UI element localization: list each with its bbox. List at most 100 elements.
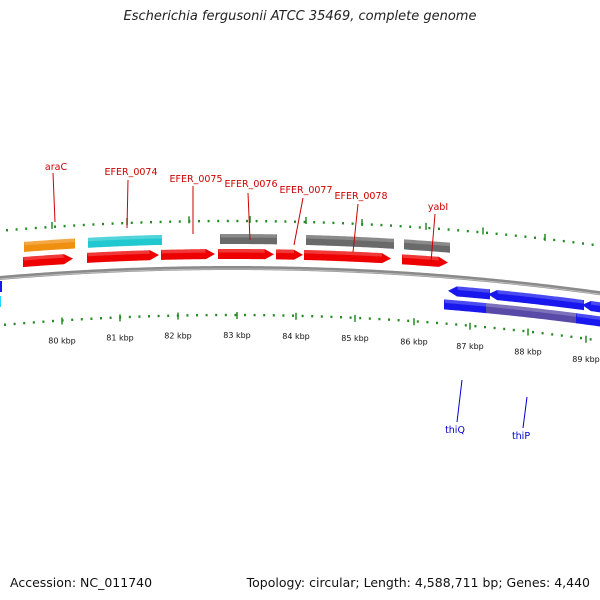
- kbp-label: 84 kbp: [282, 332, 310, 341]
- kbp-label: 88 kbp: [514, 348, 542, 357]
- gene-araC: [24, 238, 75, 252]
- gene-reverse-3: [576, 313, 600, 327]
- outer-tick-dot: [92, 223, 95, 226]
- outer-tick-dot: [438, 227, 440, 230]
- outer-tick-dot: [236, 219, 239, 223]
- outer-tick-dot: [332, 221, 335, 225]
- inner-tick-dot: [330, 315, 333, 319]
- inner-tick-dot: [90, 317, 93, 320]
- inner-tick-dot: [436, 321, 438, 325]
- inner-tick-dot: [349, 316, 352, 319]
- cds-EFER_0078: [304, 249, 391, 264]
- outer-tick-dot: [466, 229, 469, 233]
- inner-tick-dot: [503, 327, 506, 331]
- cds-EFER_0077: [276, 249, 303, 260]
- outer-tick-dot: [130, 221, 133, 225]
- inner-tick-dot: [157, 314, 160, 318]
- outer-tick-dot: [390, 224, 392, 227]
- inner-tick-dot: [407, 319, 410, 323]
- gene-leader-line: [293, 197, 304, 246]
- inner-tick-dot: [100, 317, 102, 320]
- gene-yabI: [404, 239, 450, 253]
- gene-thiQ: [444, 299, 487, 314]
- cds-thiP: [488, 290, 584, 311]
- cds-yabI: [402, 254, 448, 267]
- inner-tick-dot: [148, 315, 150, 318]
- inner-tick-dot: [580, 336, 582, 340]
- inner-tick-dot: [186, 314, 189, 317]
- inner-tick-dot: [589, 338, 592, 341]
- outer-tick-dot: [44, 226, 47, 229]
- gene-leader-line: [247, 192, 251, 241]
- outer-tick-dot: [25, 227, 28, 230]
- outer-tick-dot: [73, 224, 76, 227]
- outer-tick-dot: [428, 226, 431, 230]
- outer-tick-dot: [54, 225, 56, 228]
- outer-tick-dot: [207, 219, 210, 223]
- inner-tick-dot: [532, 330, 534, 334]
- gene-label: EFER_0075: [170, 174, 223, 185]
- outer-tick-dot: [265, 220, 268, 223]
- gene-label: yabI: [428, 202, 448, 213]
- kbp-label: 83 kbp: [223, 331, 251, 340]
- left-edge-gene-blue: [0, 281, 2, 292]
- inner-tick-dot: [416, 320, 419, 323]
- inner-tick-dot: [42, 320, 45, 323]
- outer-tick-dot: [246, 219, 248, 223]
- outer-tick-dot: [370, 223, 373, 226]
- outer-tick-dot: [34, 226, 37, 230]
- outer-tick-dot: [102, 222, 104, 226]
- gene-label: EFER_0077: [280, 185, 333, 196]
- inner-tick-dot: [445, 322, 448, 325]
- gene-leader-line: [522, 396, 528, 429]
- kbp-label: 85 kbp: [341, 334, 369, 343]
- inner-tick-dot: [541, 332, 544, 335]
- kbp-label: 86 kbp: [400, 337, 428, 346]
- inner-tick-dot: [80, 318, 83, 321]
- inner-tick-dot: [301, 314, 304, 318]
- outer-tick-dot: [562, 239, 565, 243]
- gene-label: araC: [45, 162, 68, 173]
- outer-tick-dot: [457, 229, 460, 232]
- outer-tick-dot: [409, 225, 412, 228]
- gene-EFER_0078: [306, 235, 394, 249]
- kbp-label: 80 kbp: [48, 337, 76, 346]
- outer-tick-dot: [514, 234, 517, 237]
- inner-tick-dot: [484, 325, 486, 329]
- inner-tick-dot: [368, 317, 371, 320]
- inner-tick-dot: [570, 335, 573, 338]
- outer-tick-dot: [255, 219, 258, 223]
- gene-leader-line: [52, 172, 56, 223]
- inner-tick-dot: [311, 315, 314, 318]
- inner-tick-dot: [551, 333, 554, 336]
- genome-backbone-highlight: [0, 268, 600, 295]
- outer-tick-dot: [178, 220, 181, 223]
- outer-tick-dot: [159, 220, 162, 224]
- inner-tick-dot: [196, 314, 198, 317]
- inner-tick-dot: [253, 313, 256, 317]
- outer-tick-dot: [505, 233, 508, 236]
- outer-tick-dot: [351, 222, 354, 225]
- outer-tick-dot: [342, 222, 344, 225]
- cds-reverse-3: [582, 301, 600, 313]
- inner-tick-dot: [493, 326, 496, 330]
- gene-leader-line: [456, 379, 463, 423]
- inner-tick-dot: [13, 322, 16, 326]
- left-edge-gene-cyan: [0, 296, 1, 307]
- inner-tick-dot: [244, 313, 246, 317]
- outer-tick-dot: [121, 221, 124, 225]
- cds-EFER_0075: [161, 249, 215, 260]
- gene-label: EFER_0074: [105, 167, 158, 178]
- outer-tick-dot: [582, 242, 584, 245]
- outer-tick-dot: [534, 236, 536, 239]
- inner-tick-dot: [52, 319, 54, 323]
- accession-text: Accession: NC_011740: [10, 575, 153, 590]
- outer-tick-dot: [447, 228, 450, 231]
- outer-tick-dot: [198, 220, 200, 223]
- outer-tick-dot: [553, 238, 556, 242]
- genome-backbone: [0, 266, 600, 296]
- gene-thiP: [486, 303, 578, 324]
- gene-label: thiQ: [445, 425, 465, 436]
- gene-EFER_0076: [220, 234, 277, 245]
- outer-tick-dot: [399, 224, 402, 228]
